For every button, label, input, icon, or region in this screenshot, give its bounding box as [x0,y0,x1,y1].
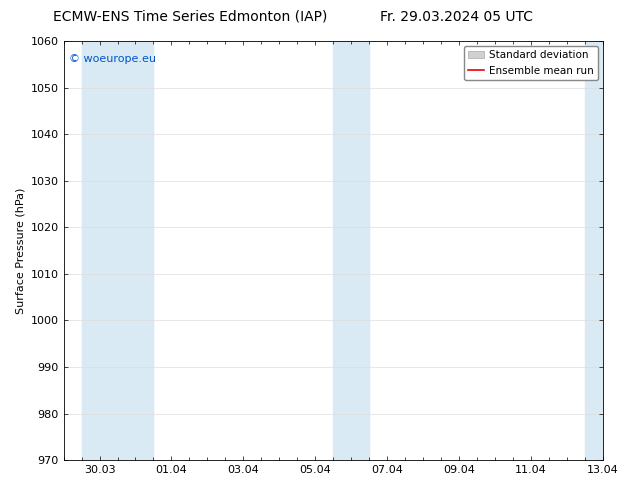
Bar [82,41,153,460]
Text: Fr. 29.03.2024 05 UTC: Fr. 29.03.2024 05 UTC [380,10,533,24]
Legend: Standard deviation, Ensemble mean run: Standard deviation, Ensemble mean run [464,46,598,80]
Bar [333,41,370,460]
Text: © woeurope.eu: © woeurope.eu [69,53,156,64]
Text: ECMW-ENS Time Series Edmonton (IAP): ECMW-ENS Time Series Edmonton (IAP) [53,10,327,24]
Y-axis label: Surface Pressure (hPa): Surface Pressure (hPa) [15,187,25,314]
Bar [585,41,603,460]
